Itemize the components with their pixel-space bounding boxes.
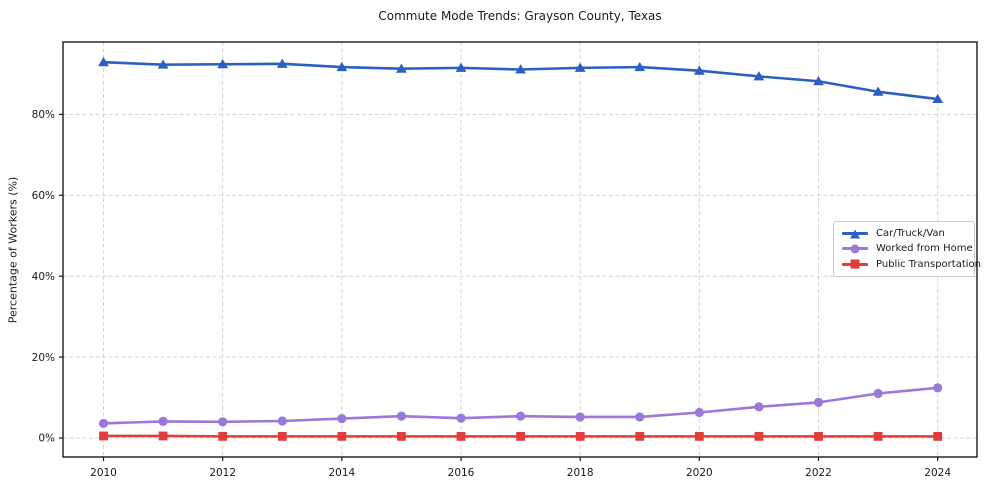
marker-circle [277, 416, 287, 426]
y-axis-label: Percentage of Workers (%) [6, 176, 20, 324]
public-transportation-line-marker-icon [842, 259, 868, 270]
marker-square [456, 431, 466, 441]
marker-triangle [932, 93, 944, 104]
marker-square [754, 431, 764, 441]
marker-circle [98, 418, 109, 429]
marker-square [516, 431, 525, 441]
marker-triangle [396, 63, 407, 73]
marker-square [575, 431, 585, 441]
marker-square [277, 431, 287, 441]
marker-square [694, 431, 704, 441]
marker-circle [754, 402, 764, 412]
x-tick-label: 2014 [328, 467, 355, 479]
y-tick-label: 0% [38, 433, 55, 445]
plot-frame [62, 41, 978, 458]
legend: Car/Truck/Van Worked from Home Public Tr… [833, 221, 981, 277]
marker-circle [218, 417, 228, 427]
legend-label-public-transportation: Public Transportation [876, 258, 981, 270]
marker-circle [694, 407, 704, 418]
marker-square [933, 431, 943, 441]
y-tick-label: 20% [32, 352, 55, 364]
x-tick-label: 2022 [805, 467, 832, 479]
marker-triangle [157, 59, 169, 69]
marker-circle [337, 413, 347, 424]
marker-triangle [336, 61, 348, 72]
marker-circle [635, 412, 645, 422]
marker-square [99, 431, 108, 441]
legend-item-car-truck-van: Car/Truck/Van [842, 228, 968, 239]
x-tick-label: 2012 [209, 467, 236, 479]
marker-square [337, 431, 347, 441]
x-tick-label: 2024 [924, 467, 951, 479]
marker-triangle [813, 76, 824, 86]
x-tick-label: 2016 [448, 467, 475, 479]
marker-square [873, 431, 883, 441]
marker-circle [813, 397, 824, 407]
marker-square [397, 431, 406, 441]
marker-square [635, 431, 645, 441]
legend-item-public-transportation: Public Transportation [842, 259, 981, 270]
car-truck-van-line-marker-icon [842, 228, 868, 239]
marker-triangle [872, 86, 884, 96]
marker-circle [456, 413, 466, 423]
marker-triangle [276, 58, 288, 68]
marker-triangle [634, 61, 646, 72]
marker-triangle [515, 64, 526, 74]
marker-square [158, 431, 168, 441]
y-tick-label: 60% [32, 190, 55, 202]
legend-item-worked-from-home: Worked from Home [842, 243, 973, 254]
marker-triangle [574, 62, 586, 72]
marker-triangle [217, 59, 229, 69]
worked-from-home-line-marker-icon [842, 243, 868, 254]
marker-square [218, 431, 228, 441]
x-tick-label: 2010 [90, 467, 117, 479]
marker-triangle [98, 57, 109, 67]
legend-label-worked-from-home: Worked from Home [876, 243, 973, 255]
x-tick-label: 2020 [686, 467, 713, 479]
marker-square [814, 431, 823, 441]
legend-label-car-truck-van: Car/Truck/Van [876, 228, 945, 240]
marker-circle [396, 411, 407, 421]
marker-circle [933, 383, 943, 393]
marker-triangle [753, 71, 765, 81]
x-tick-label: 2018 [567, 467, 594, 479]
marker-triangle [693, 65, 705, 75]
y-tick-label: 40% [32, 271, 55, 283]
y-tick-label: 80% [32, 109, 55, 121]
marker-circle [515, 411, 526, 421]
marker-circle [575, 412, 585, 422]
marker-circle [158, 416, 168, 427]
marker-circle [873, 388, 883, 399]
chart-title: Commute Mode Trends: Grayson County, Tex… [378, 9, 662, 23]
marker-triangle [455, 62, 467, 72]
